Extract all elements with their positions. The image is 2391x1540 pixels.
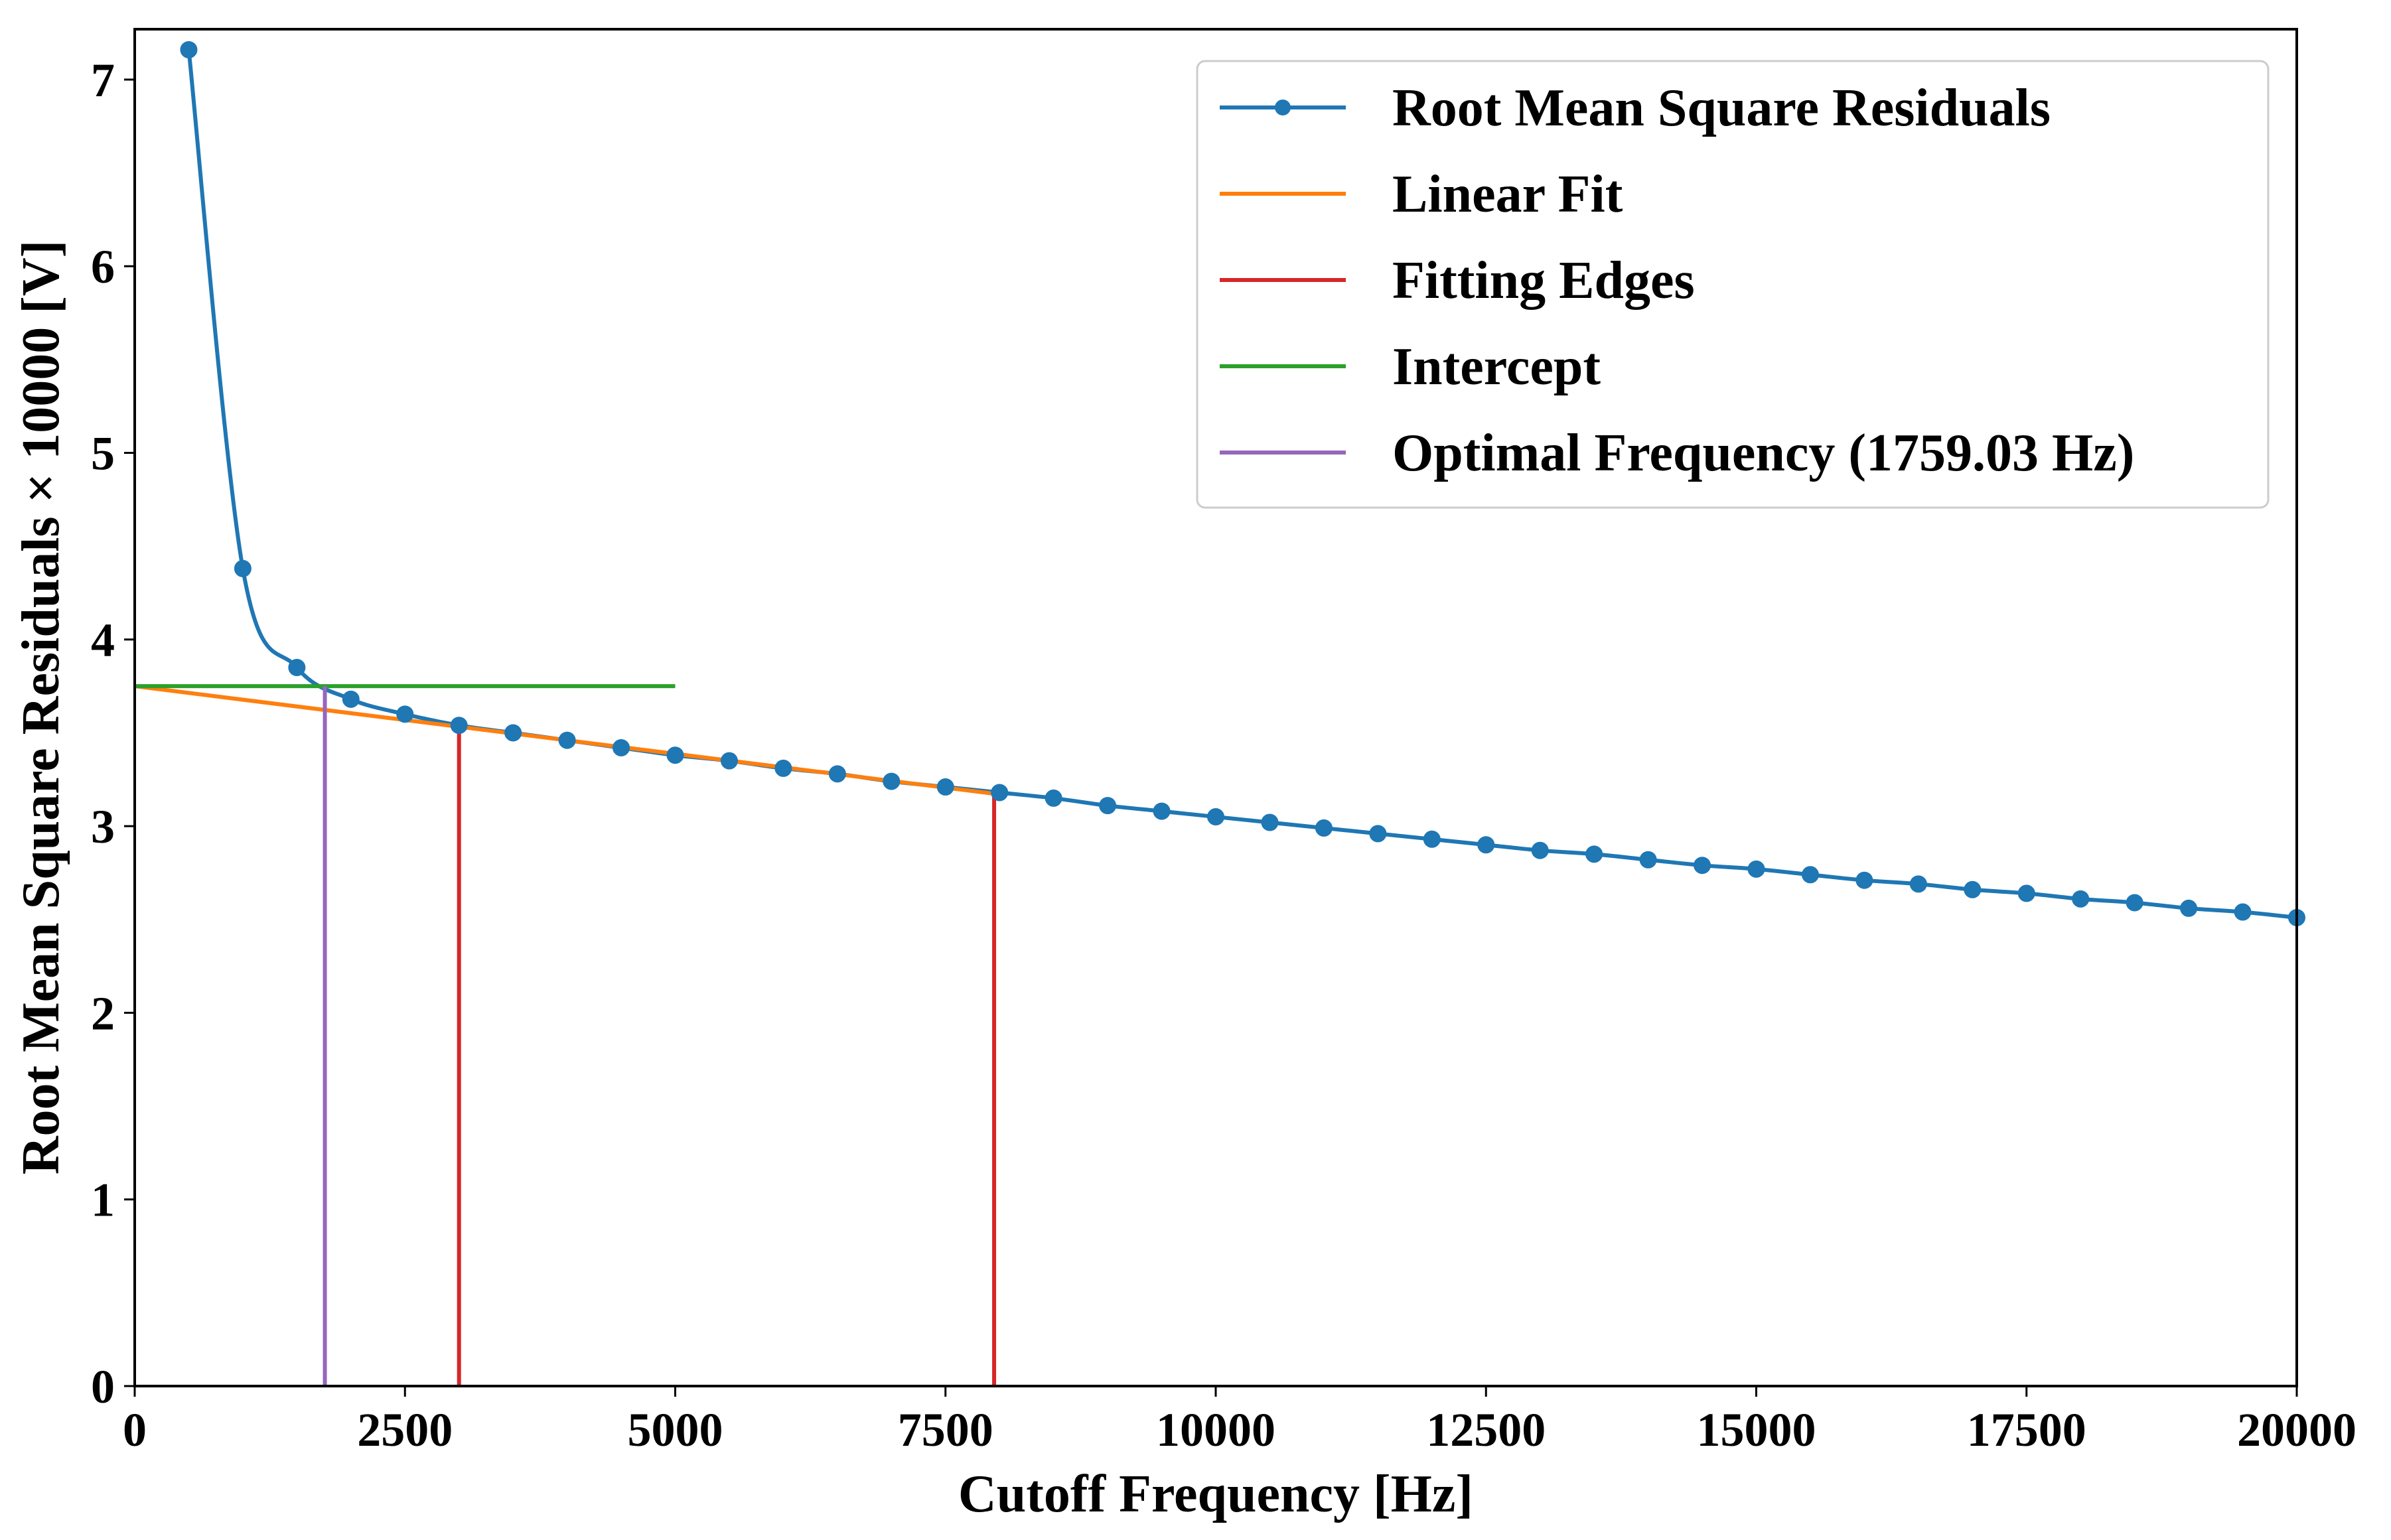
x-tick-label: 0: [123, 1403, 147, 1456]
x-tick-label: 20000: [2237, 1403, 2356, 1456]
x-tick-label: 5000: [628, 1403, 723, 1456]
rms-data-point: [1909, 875, 1927, 893]
rms-data-point: [1315, 819, 1333, 837]
rms-data-point: [2126, 894, 2143, 912]
rms-data-point: [1964, 880, 1982, 898]
legend-box: [1196, 60, 2270, 509]
rms-data-point: [828, 765, 846, 783]
rms-data-point: [883, 772, 901, 790]
legend-label: Fitting Edges: [1392, 251, 1695, 310]
rms-data-point: [1585, 845, 1603, 863]
rms-data-point: [342, 690, 360, 708]
rms-data-point: [1639, 851, 1657, 869]
rms-data-point: [1531, 841, 1549, 859]
rms-data-point: [613, 738, 630, 756]
legend: Root Mean Square Residuals Linear Fit Fitt…: [1196, 60, 2270, 509]
ticks-layer: 0 2500 5000 7500 10000 12500 15000 17500 20000 0 1…: [91, 54, 2356, 1456]
rms-data-point: [1099, 797, 1117, 815]
rms-data-point: [720, 752, 738, 770]
rms-data-point: [1045, 789, 1062, 807]
rms-data-point: [1747, 860, 1765, 878]
rms-data-point: [450, 717, 468, 735]
rms-data-point: [504, 724, 522, 742]
rms-data-point: [1261, 813, 1279, 831]
rms-data-point: [1801, 866, 1819, 884]
x-tick-label: 2500: [357, 1403, 453, 1456]
rms-data-point: [396, 705, 414, 723]
series-layer: [135, 40, 2305, 1386]
x-tick-label: 7500: [898, 1403, 993, 1456]
rms-data-point: [991, 784, 1009, 802]
rms-data-point: [2072, 890, 2090, 908]
y-axis-label: Root Mean Square Residuals × 10000 [V]: [12, 240, 70, 1175]
y-tick-label: 4: [91, 614, 115, 667]
rms-data-point: [1423, 830, 1441, 848]
rms-data-point: [2234, 903, 2252, 921]
rms-data-point: [558, 731, 576, 749]
y-tick-label: 5: [91, 427, 115, 480]
x-axis-label: Cutoff Frequency [Hz]: [958, 1465, 1473, 1523]
rms-data-point: [288, 659, 306, 677]
x-tick-label: 10000: [1156, 1403, 1275, 1456]
y-tick-label: 6: [91, 240, 115, 293]
legend-label: Linear Fit: [1392, 165, 1623, 224]
rms-data-point: [936, 778, 954, 796]
y-tick-label: 1: [91, 1174, 115, 1227]
legend-label: Intercept: [1392, 338, 1601, 396]
rms-data-point: [2017, 884, 2035, 902]
rms-data-point: [1369, 825, 1387, 843]
rms-data-point: [1207, 808, 1224, 826]
x-tick-label: 17500: [1967, 1403, 2086, 1456]
legend-label: Root Mean Square Residuals: [1392, 79, 2051, 137]
rms-data-point: [1477, 836, 1495, 854]
rms-data-point: [1153, 802, 1171, 820]
plot-frame: [133, 28, 2298, 1387]
y-tick-label: 2: [91, 987, 115, 1040]
y-tick-label: 3: [91, 800, 115, 853]
legend-label: Optimal Frequency (1759.03 Hz): [1392, 424, 2134, 482]
legend-marker: [1275, 100, 1291, 115]
rms-data-point: [1694, 857, 1711, 875]
y-tick-label: 0: [91, 1360, 115, 1413]
rms-data-point: [180, 40, 198, 58]
legend-entries: Root Mean Square Residuals Linear Fit Fitt…: [1220, 79, 2134, 482]
x-tick-label: 15000: [1697, 1403, 1816, 1456]
y-tick-label: 7: [91, 54, 115, 107]
rms-data-point: [666, 746, 684, 764]
x-tick-label: 12500: [1426, 1403, 1546, 1456]
rms-data-point: [2180, 899, 2198, 917]
rms-data-point: [234, 559, 252, 577]
rms-data-point: [774, 759, 792, 777]
rms-data-point: [1855, 871, 1873, 889]
